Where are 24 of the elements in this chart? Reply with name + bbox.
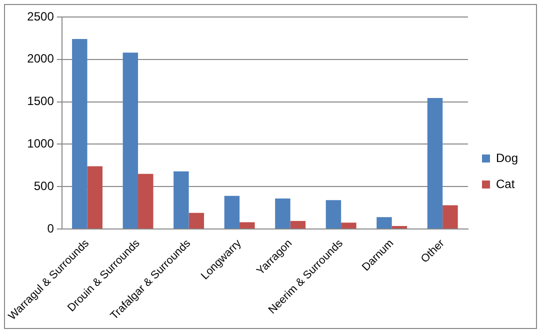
bar [442, 205, 458, 229]
y-tick-label: 2000 [27, 52, 54, 66]
y-tick-label: 1000 [27, 136, 54, 151]
bar [392, 226, 408, 229]
legend-label: Cat [496, 176, 516, 191]
bar [174, 171, 189, 229]
bar [224, 196, 240, 229]
bar [240, 222, 255, 229]
bar [326, 200, 342, 229]
y-tick-label: 1500 [27, 94, 54, 108]
bar [122, 52, 138, 229]
bar [275, 198, 290, 229]
bar [138, 174, 154, 229]
bar [87, 166, 102, 229]
bar [376, 217, 392, 229]
y-tick-label: 500 [34, 178, 54, 193]
y-tick-label: 2500 [27, 9, 54, 24]
bar [72, 39, 88, 229]
bar [290, 220, 306, 229]
legend-label: Dog [496, 150, 518, 165]
bar [341, 222, 356, 229]
bar [427, 98, 443, 229]
bar [188, 212, 204, 229]
y-tick-label: 0 [47, 221, 54, 236]
